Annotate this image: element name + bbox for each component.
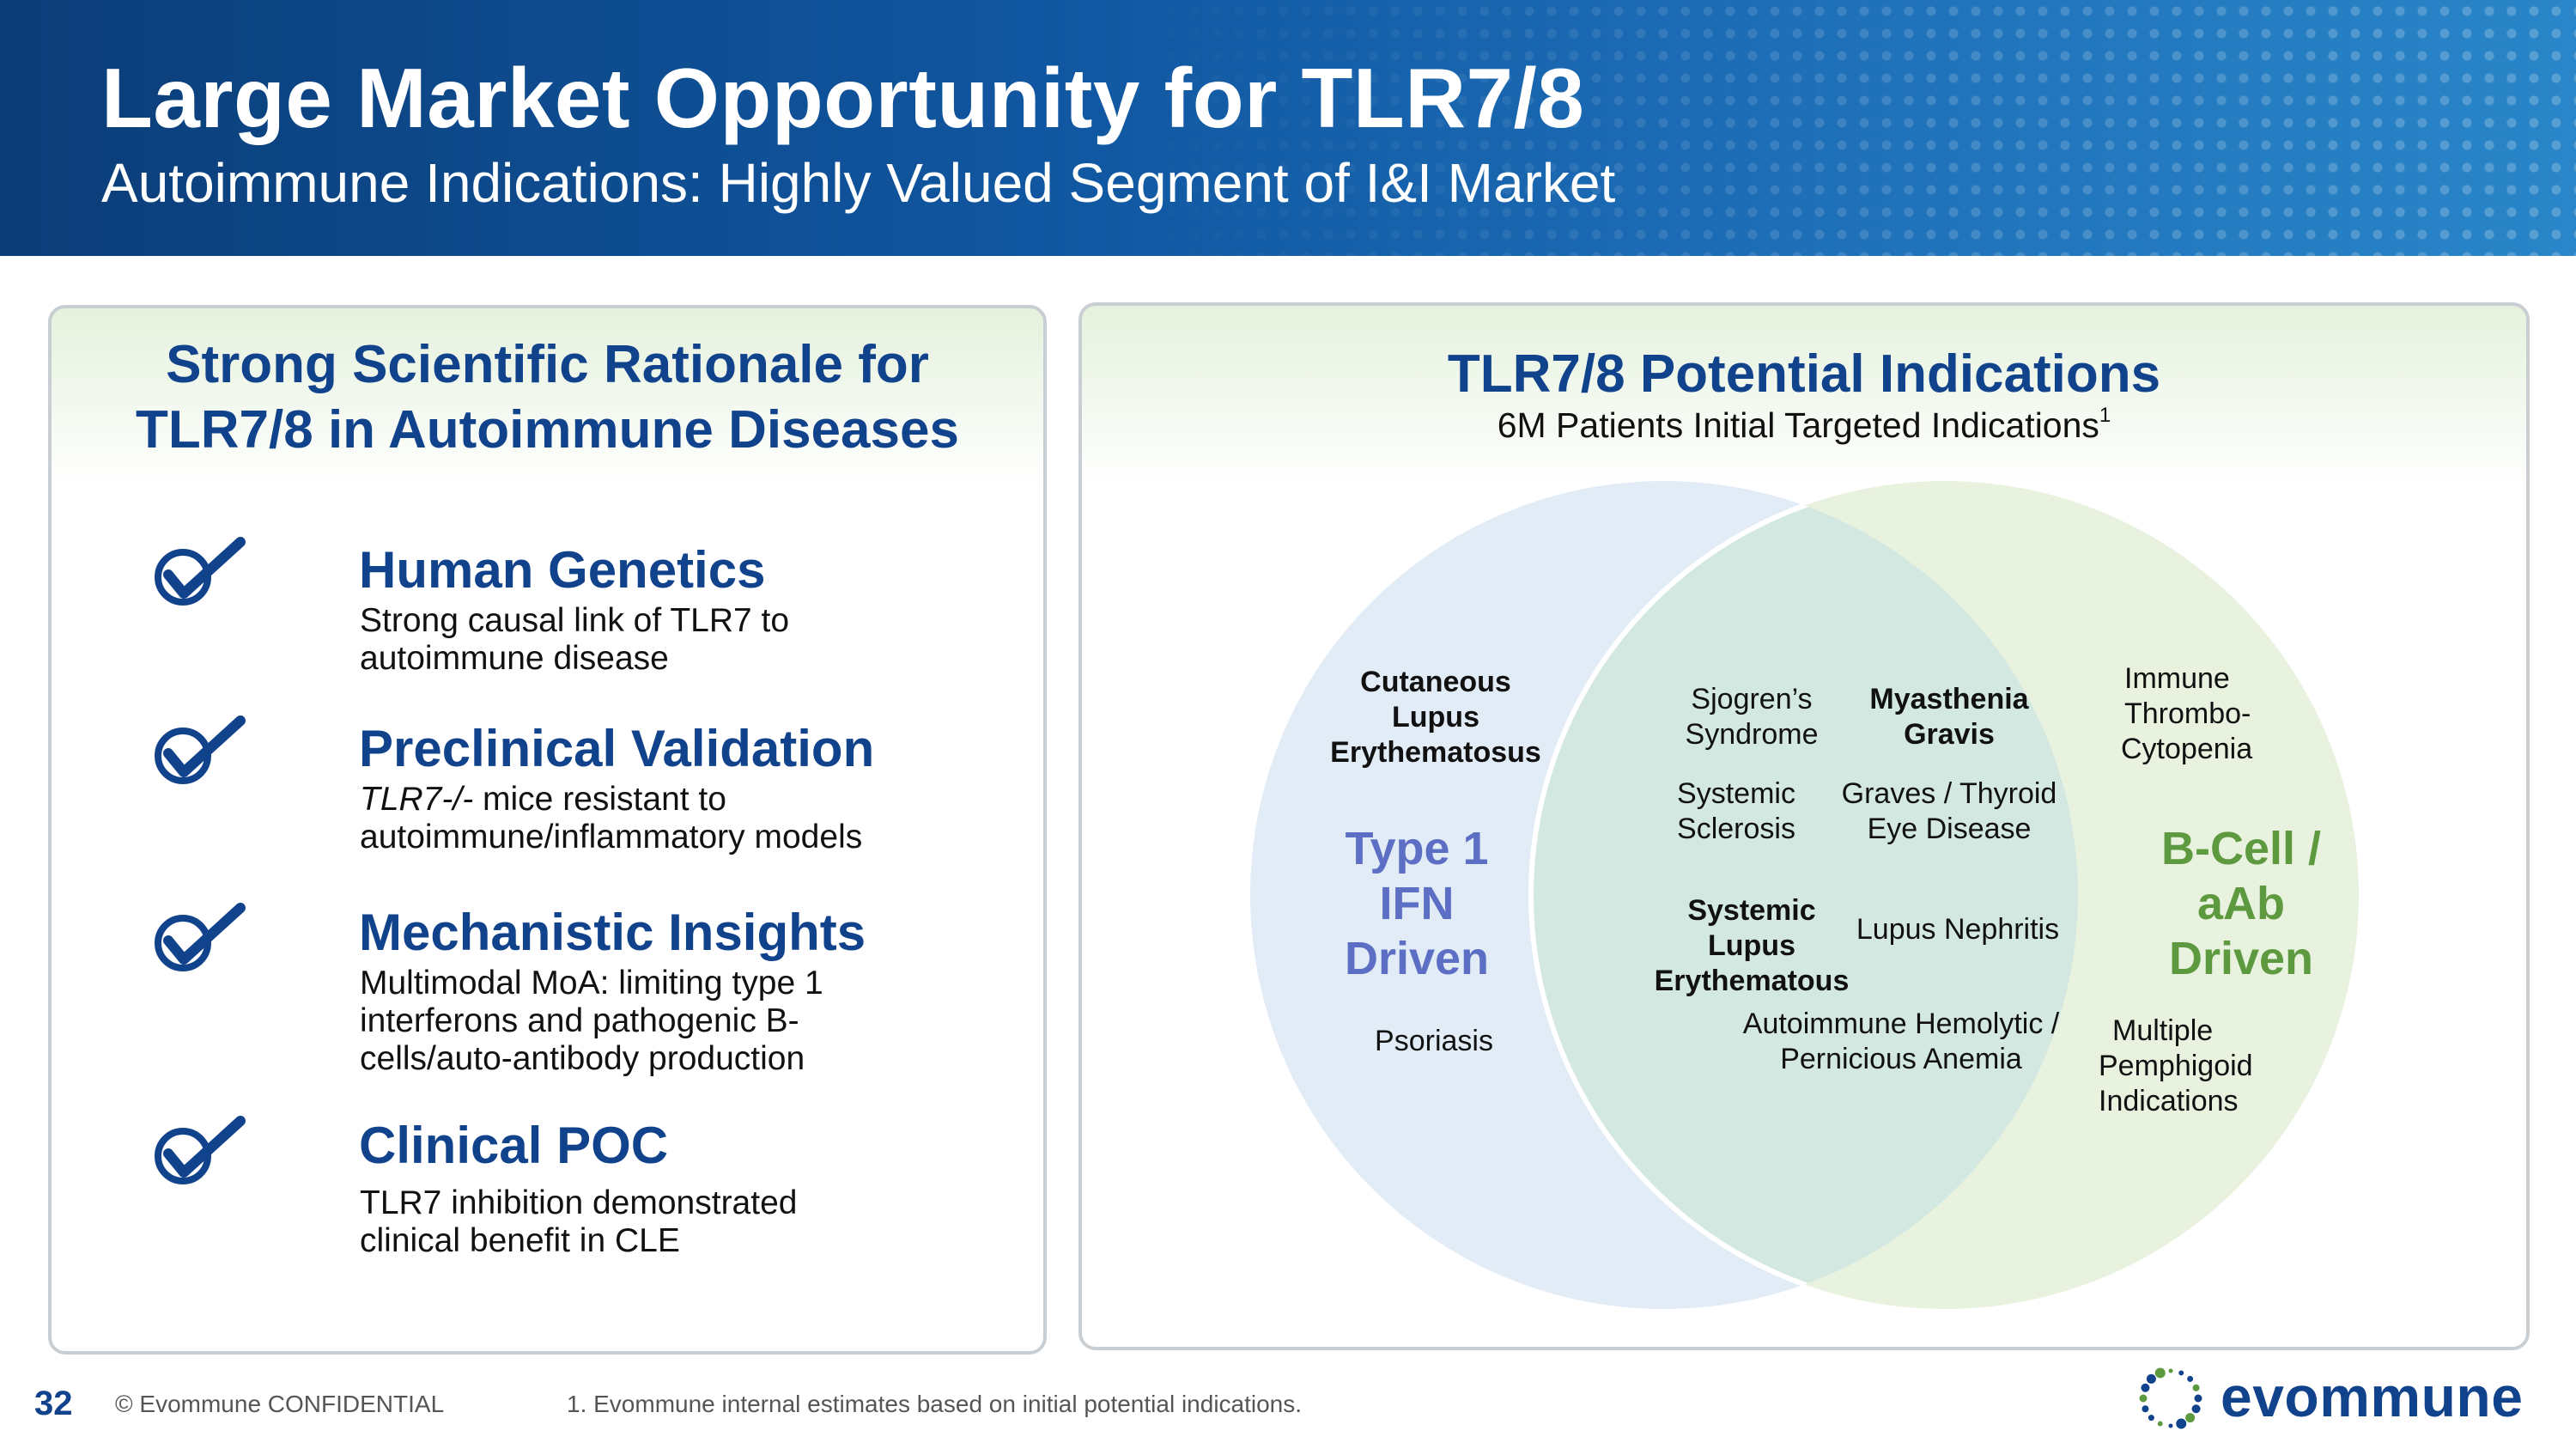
- rationale-panel: Strong Scientific Rationale for TLR7/8 i…: [48, 305, 1047, 1355]
- type1-ifn-label: Type 1 IFN Driven: [1344, 823, 1490, 984]
- item-title: Preclinical Validation: [359, 720, 875, 777]
- logo-dot: [2154, 1367, 2166, 1379]
- item-title: Human Genetics: [359, 541, 766, 599]
- indication-systemic-lupus: Systemic Lupus Erythematous: [1654, 894, 1850, 997]
- checkmark-circle-icon: [155, 1116, 246, 1184]
- logo-dot: [2192, 1384, 2200, 1391]
- indications-panel: TLR7/8 Potential Indications 6M Patients…: [1078, 302, 2530, 1350]
- indication-systemic-sclerosis: Systemic Sclerosis: [1677, 777, 1795, 845]
- logo-dot: [2142, 1405, 2149, 1413]
- indication-lupus-nephritis: Lupus Nephritis: [1856, 913, 2060, 946]
- checkmark-circle-icon: [155, 537, 246, 606]
- item-title: Mechanistic Insights: [359, 904, 866, 961]
- indication-autoimmune-hemolytic: Autoimmune Hemolytic / Pernicious Anemia: [1742, 1008, 2060, 1075]
- logo-dot: [2194, 1394, 2202, 1403]
- logo-dot: [2141, 1383, 2150, 1392]
- indication-sjogrens: Sjogren’s Syndrome: [1685, 683, 1819, 751]
- venn-diagram: [1250, 481, 2359, 1309]
- logo-dot: [2178, 1370, 2184, 1376]
- item-description: TLR7-/- mice resistant to autoimmune/inf…: [360, 781, 863, 855]
- logo-dot: [2146, 1373, 2156, 1384]
- indication-pemphigoid: Multiple Pemphigoid Indications: [2099, 1014, 2253, 1117]
- indications-subheading: 6M Patients Initial Targeted Indications…: [1497, 404, 2111, 445]
- venn-divider: [1528, 481, 2078, 1309]
- venn-overlap: [1531, 481, 2078, 1309]
- indication-graves-thyroid: Graves / Thyroid Eye Disease: [1841, 777, 2057, 845]
- indication-myasthenia-gravis: Myasthenia Gravis: [1869, 683, 2029, 751]
- rationale-heading: Strong Scientific Rationale for TLR7/8 i…: [136, 335, 959, 460]
- logo-dot: [2139, 1394, 2148, 1403]
- checkmark-circle-icon: [155, 715, 246, 784]
- item-title: Clinical POC: [359, 1117, 669, 1174]
- logo-dot: [2148, 1415, 2154, 1422]
- indication-immune-thrombocytopenia: Immune Thrombo- Cytopenia: [2121, 662, 2253, 765]
- footnote: 1. Evommune internal estimates based on …: [567, 1391, 1303, 1417]
- header-dot-pattern: [1116, 0, 2576, 256]
- logo-dot: [2176, 1418, 2187, 1429]
- item-description: Strong causal link of TLR7 to autoimmune…: [360, 602, 790, 677]
- evommune-logo: evommune: [2135, 1362, 2538, 1431]
- logo-dot: [2168, 1423, 2173, 1428]
- checkmark-circle-icon: [155, 903, 246, 971]
- page-title: Large Market Opportunity for TLR7/8: [101, 51, 1585, 145]
- indication-cutaneous-lupus: Cutaneous Lupus Erythematosus: [1330, 666, 1541, 769]
- indications-heading: TLR7/8 Potential Indications: [1447, 344, 2161, 404]
- evommune-logo-mark-icon: [2139, 1367, 2202, 1429]
- bcell-aab-label: B-Cell / aAb Driven: [2160, 823, 2322, 984]
- logo-dot: [2168, 1368, 2173, 1373]
- page-subtitle: Autoimmune Indications: Highly Valued Se…: [101, 152, 1616, 214]
- confidential-notice: © Evommune CONFIDENTIAL: [115, 1391, 445, 1417]
- header-banner: Large Market Opportunity for TLR7/8 Auto…: [0, 0, 2576, 256]
- item-description: Multimodal MoA: limiting type 1 interfer…: [360, 965, 823, 1077]
- logo-wordmark: evommune: [2221, 1365, 2524, 1428]
- logo-dot: [2185, 1413, 2196, 1423]
- logo-dot: [2157, 1421, 2163, 1427]
- page-number: 32: [34, 1385, 73, 1422]
- logo-dot: [2191, 1404, 2201, 1414]
- indication-psoriasis: Psoriasis: [1375, 1025, 1493, 1057]
- item-description: TLR7 inhibition demonstrated clinical be…: [360, 1184, 798, 1259]
- logo-dot: [2187, 1375, 2194, 1382]
